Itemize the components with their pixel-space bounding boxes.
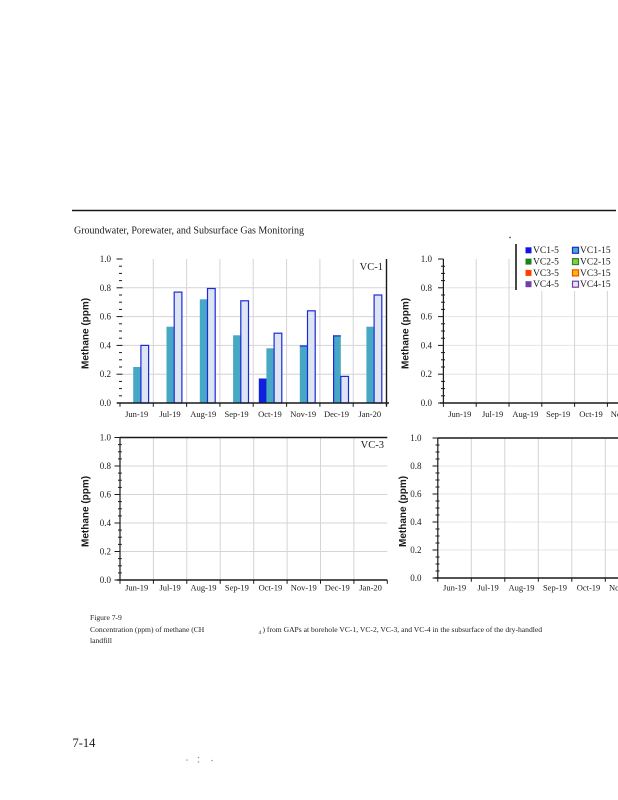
svg-text:Sep-19: Sep-19 (225, 583, 249, 593)
svg-text:VC1-5: VC1-5 (533, 246, 559, 256)
svg-text:0.8: 0.8 (100, 283, 112, 293)
svg-text:) from GAPs at borehole VC-1,: ) from GAPs at borehole VC-1, VC-2, VC-3… (263, 625, 543, 634)
svg-text:1.0: 1.0 (100, 433, 112, 443)
svg-text:VC2-5: VC2-5 (533, 258, 559, 268)
svg-text:0.6: 0.6 (100, 312, 112, 322)
svg-text:VC-3: VC-3 (361, 440, 384, 451)
svg-text:0.0: 0.0 (100, 398, 112, 408)
svg-text:VC4-5: VC4-5 (533, 280, 559, 290)
svg-text:0.4: 0.4 (410, 517, 422, 527)
svg-text:VC1-15: VC1-15 (580, 246, 611, 256)
svg-text:0.2: 0.2 (100, 547, 111, 557)
svg-text:Aug-19: Aug-19 (191, 583, 217, 593)
svg-text:Figure 7-9: Figure 7-9 (90, 613, 122, 622)
svg-text:VC3-15: VC3-15 (580, 269, 611, 279)
svg-text:Jul-19: Jul-19 (477, 583, 498, 593)
svg-text:Jun-19: Jun-19 (125, 583, 148, 593)
svg-text:Methane (ppm): Methane (ppm) (398, 476, 409, 547)
svg-text:Jul-19: Jul-19 (159, 583, 180, 593)
svg-text:Jun-19: Jun-19 (448, 409, 471, 419)
svg-text:Sep-19: Sep-19 (543, 583, 567, 593)
svg-text:Nov-19: Nov-19 (290, 409, 316, 419)
svg-text:Jan-20: Jan-20 (359, 583, 382, 593)
svg-text:0.4: 0.4 (100, 340, 112, 350)
svg-text:0.2: 0.2 (421, 369, 432, 379)
svg-text:1.0: 1.0 (421, 254, 433, 264)
svg-text:Methane (ppm): Methane (ppm) (81, 476, 92, 547)
svg-text:Groundwater, Porewater, and Su: Groundwater, Porewater, and Subsurface G… (74, 226, 304, 237)
svg-text:VC3-5: VC3-5 (533, 269, 559, 279)
svg-text:Jun-19: Jun-19 (125, 409, 148, 419)
svg-text:Sep-19: Sep-19 (546, 409, 570, 419)
svg-text:Sep-19: Sep-19 (225, 409, 249, 419)
svg-text:Methane (ppm): Methane (ppm) (81, 298, 92, 369)
svg-text:0.8: 0.8 (100, 461, 112, 471)
svg-text:0.6: 0.6 (100, 490, 112, 500)
svg-text:0.4: 0.4 (100, 518, 112, 528)
svg-text:1.0: 1.0 (100, 254, 112, 264)
svg-text:Jul-19: Jul-19 (482, 409, 503, 419)
svg-text:Oct-19: Oct-19 (259, 583, 283, 593)
svg-text:Dec-19: Dec-19 (324, 409, 349, 419)
svg-text:Aug-19: Aug-19 (190, 409, 216, 419)
svg-text:0.8: 0.8 (421, 283, 433, 293)
svg-text:VC-1: VC-1 (360, 262, 383, 273)
svg-text:Oct-19: Oct-19 (577, 583, 601, 593)
svg-text:Jan-20: Jan-20 (358, 409, 381, 419)
svg-text:landfill: landfill (90, 636, 112, 645)
svg-text:0.4: 0.4 (421, 340, 433, 350)
svg-text:VC4-15: VC4-15 (580, 280, 611, 290)
svg-text:Nov-19: Nov-19 (291, 583, 317, 593)
svg-text:0.0: 0.0 (421, 398, 433, 408)
svg-text:Jun-19: Jun-19 (443, 583, 466, 593)
svg-text:VC2-15: VC2-15 (580, 258, 611, 268)
svg-text:1.0: 1.0 (410, 433, 422, 443)
svg-text:4: 4 (259, 630, 262, 636)
svg-text:Nov-19: Nov-19 (611, 409, 618, 419)
svg-text:Oct-19: Oct-19 (258, 409, 282, 419)
svg-text:0.8: 0.8 (410, 461, 422, 471)
svg-text:Dec-19: Dec-19 (325, 583, 350, 593)
svg-text:Jul-19: Jul-19 (159, 409, 180, 419)
svg-text:0.6: 0.6 (410, 489, 422, 499)
svg-text:0.2: 0.2 (100, 369, 111, 379)
svg-text:Concentration (ppm) of methane: Concentration (ppm) of methane (CH (90, 625, 205, 634)
svg-text:Oct-19: Oct-19 (579, 409, 603, 419)
svg-text:Aug-19: Aug-19 (509, 583, 535, 593)
svg-text:7-14: 7-14 (73, 736, 97, 750)
svg-text:0.6: 0.6 (421, 312, 433, 322)
svg-text:Aug-19: Aug-19 (512, 409, 538, 419)
svg-text:Nov-19: Nov-19 (609, 583, 618, 593)
svg-text:Methane (ppm): Methane (ppm) (401, 298, 412, 369)
svg-text:0.0: 0.0 (410, 573, 422, 583)
svg-text:0.0: 0.0 (100, 575, 112, 585)
svg-text:0.2: 0.2 (410, 545, 421, 555)
